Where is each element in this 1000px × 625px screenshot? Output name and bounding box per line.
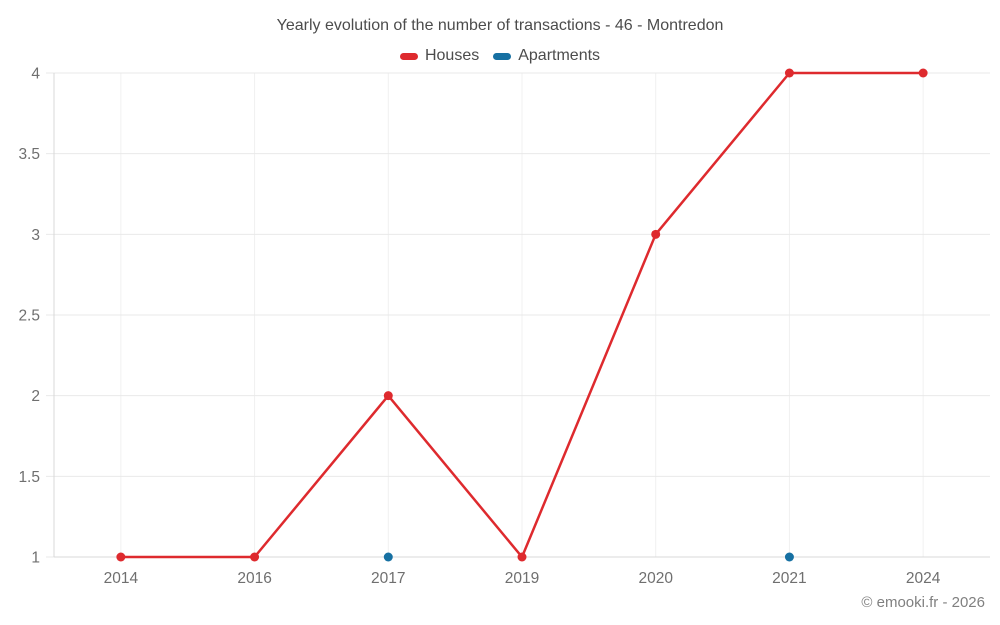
x-axis-tick-label: 2017: [371, 570, 405, 587]
y-axis-tick-label: 3: [31, 227, 40, 244]
x-axis-tick-label: 2020: [638, 570, 673, 587]
y-axis-tick-label: 2.5: [18, 308, 40, 325]
data-point-houses-2016[interactable]: [250, 552, 260, 562]
data-point-houses-2017[interactable]: [383, 391, 393, 401]
x-axis-tick-label: 2016: [237, 570, 271, 587]
x-axis-tick-label: 2019: [505, 570, 539, 587]
y-axis-tick-label: 4: [31, 66, 40, 83]
y-axis-tick-label: 3.5: [18, 146, 40, 163]
chart-title: Yearly evolution of the number of transa…: [276, 17, 724, 34]
y-axis-tick-label: 2: [31, 388, 40, 405]
x-axis-tick-label: 2024: [906, 570, 941, 587]
houses-series-swatch-icon: [399, 52, 418, 60]
data-point-apartments-2017[interactable]: [383, 552, 393, 562]
legend-item-houses[interactable]: Houses: [399, 47, 480, 65]
data-point-houses-2020[interactable]: [651, 229, 661, 239]
data-point-apartments-2021[interactable]: [784, 552, 794, 562]
data-point-houses-2021[interactable]: [784, 68, 794, 78]
chart-legend: Houses Apartments: [0, 46, 1000, 66]
y-axis-tick-label: 1.5: [18, 469, 40, 486]
y-axis-tick-label: 1: [31, 550, 40, 567]
apartments-series-swatch-icon: [493, 52, 512, 60]
x-axis-tick-label: 2021: [772, 570, 806, 587]
data-point-houses-2024[interactable]: [918, 68, 928, 78]
legend-label-apartments: Apartments: [518, 47, 601, 64]
x-axis-tick-label: 2014: [104, 570, 139, 587]
watermark: © emooki.fr - 2026: [861, 594, 985, 611]
legend-item-apartments[interactable]: Apartments: [493, 47, 600, 65]
data-point-houses-2014[interactable]: [116, 552, 126, 562]
legend-label-houses: Houses: [424, 47, 480, 64]
data-point-houses-2019[interactable]: [517, 552, 527, 562]
